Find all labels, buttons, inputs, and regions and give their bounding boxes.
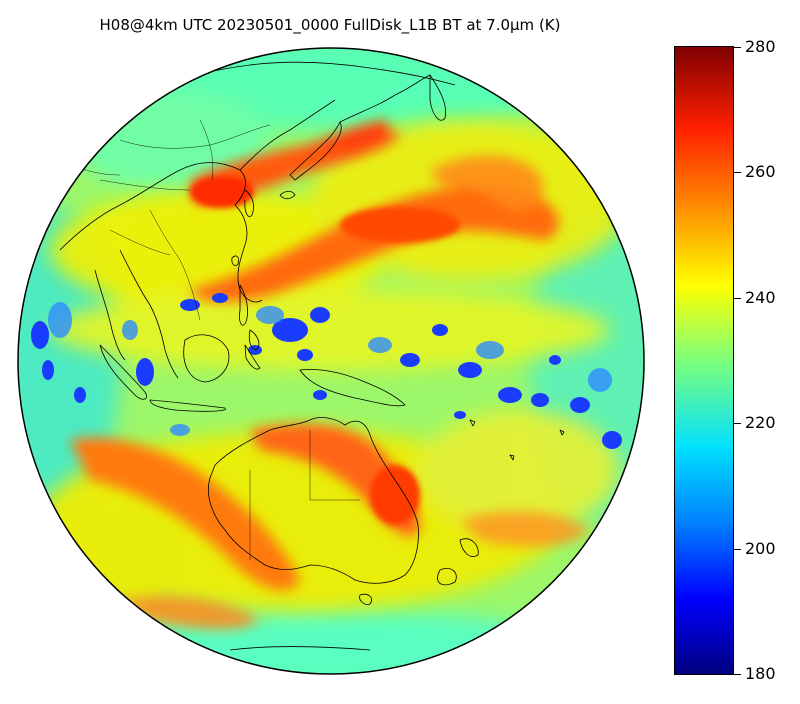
dry-band-japan [300,120,389,150]
colorbar-tick [733,47,741,48]
yellow-band-5 [420,410,620,530]
dry-band-north-pacific [190,186,559,302]
disk-outline [17,47,645,675]
dry-band-ne-arc [430,155,544,211]
colorbar-tick [733,297,741,299]
convection-cells-light [48,302,612,436]
colorbar-tick [733,172,741,174]
convection-cells [31,293,622,449]
hot-spot-china [190,176,254,208]
coastlines [59,61,565,651]
colorbar-tick-label: 180 [745,664,776,683]
colorbar-tick [733,423,741,425]
colorbar-tick-label: 240 [745,287,776,307]
yellow-band-6 [50,510,190,610]
colorbar-tick [733,548,741,550]
hot-spot-pacific [340,207,460,243]
colorbar-tick-label: 280 [745,37,776,56]
colorbar-tick [733,674,741,675]
cool-region-south [70,610,590,674]
map-title: H08@4km UTC 20230501_0000 FullDisk_L1B B… [99,16,561,34]
colorbar-tick-label: 260 [745,162,776,182]
colorbar [674,46,734,675]
colorbar-tick-label: 200 [745,538,776,558]
dry-band-south-east [460,511,590,547]
colorbar-tick-label: 220 [745,413,776,433]
dry-band-south-west [70,437,300,591]
hot-spot-australia [370,465,420,525]
country-borders [59,119,360,560]
